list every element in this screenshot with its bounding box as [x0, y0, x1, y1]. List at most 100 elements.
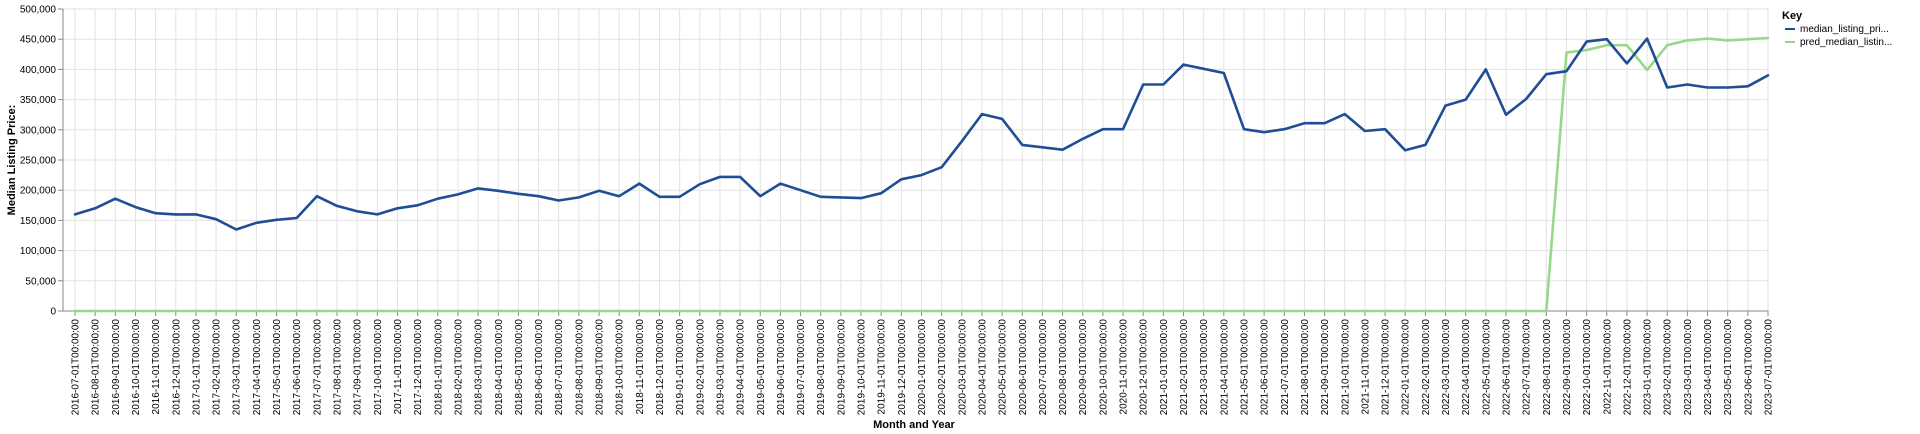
x-tick-label: 2022-01-01T00:00:00: [1401, 319, 1412, 416]
x-tick-label: 2020-02-01T00:00:00: [937, 319, 948, 416]
x-tick-label: 2018-10-01T00:00:00: [615, 319, 626, 416]
x-tick-label: 2023-05-01T00:00:00: [1723, 319, 1734, 416]
x-tick-label: 2020-05-01T00:00:00: [998, 319, 1009, 416]
y-tick-label: 0: [50, 307, 56, 318]
x-tick-label: 2020-07-01T00:00:00: [1038, 319, 1049, 416]
series-line-1: [73, 36, 1770, 313]
series-line-0: [73, 37, 1770, 231]
x-tick-label: 2022-04-01T00:00:00: [1461, 319, 1472, 416]
x-tick-label: 2020-01-01T00:00:00: [917, 319, 928, 416]
x-tick-label: 2019-10-01T00:00:00: [857, 319, 868, 416]
plot-series: [73, 36, 1770, 313]
x-tick-label: 2022-10-01T00:00:00: [1582, 319, 1593, 416]
y-tick-label: 350,000: [20, 95, 57, 106]
x-tick-label: 2019-11-01T00:00:00: [877, 319, 888, 415]
x-tick-label: 2023-02-01T00:00:00: [1663, 319, 1674, 416]
x-tick-label: 2016-07-01T00:00:00: [71, 319, 82, 416]
x-tick-label: 2022-03-01T00:00:00: [1441, 319, 1452, 416]
x-tick-label: 2017-01-01T00:00:00: [191, 319, 202, 416]
y-tick-label: 150,000: [20, 216, 57, 227]
x-tick-label: 2020-09-01T00:00:00: [1078, 319, 1089, 416]
y-tick-label: 100,000: [20, 246, 57, 257]
x-tick-label: 2023-03-01T00:00:00: [1683, 319, 1694, 416]
x-tick-label: 2020-04-01T00:00:00: [977, 319, 988, 416]
legend-title: Key: [1782, 10, 1803, 22]
x-tick-label: 2021-07-01T00:00:00: [1280, 319, 1291, 416]
x-tick-label: 2018-05-01T00:00:00: [514, 319, 525, 416]
x-tick-label: 2017-02-01T00:00:00: [212, 319, 223, 416]
y-axis-title: Median Listing Price:: [6, 105, 18, 216]
x-axis-title: Month and Year: [873, 419, 955, 431]
x-tick-label: 2019-06-01T00:00:00: [776, 319, 787, 416]
x-tick-label: 2016-11-01T00:00:00: [151, 319, 162, 415]
x-tick-label: 2021-05-01T00:00:00: [1239, 319, 1250, 416]
x-tick-label: 2019-09-01T00:00:00: [836, 319, 847, 416]
x-tick-label: 2021-10-01T00:00:00: [1340, 319, 1351, 416]
x-tick-label: 2020-08-01T00:00:00: [1058, 319, 1069, 416]
x-tick-label: 2022-09-01T00:00:00: [1562, 319, 1573, 416]
x-tick-label: 2019-08-01T00:00:00: [816, 319, 827, 416]
x-tick-label: 2020-11-01T00:00:00: [1119, 319, 1130, 415]
grid-lines: [62, 8, 1769, 312]
x-tick-label: 2021-11-01T00:00:00: [1360, 319, 1371, 415]
x-tick-label: 2018-12-01T00:00:00: [655, 319, 666, 416]
x-tick-label: 2017-07-01T00:00:00: [312, 319, 323, 416]
x-tick-label: 2017-10-01T00:00:00: [373, 319, 384, 416]
x-tick-label: 2017-05-01T00:00:00: [272, 319, 283, 416]
x-tick-label: 2020-12-01T00:00:00: [1139, 319, 1150, 416]
x-tick-label: 2017-09-01T00:00:00: [353, 319, 364, 416]
x-tick-label: 2020-06-01T00:00:00: [1018, 319, 1029, 416]
x-tick-label: 2016-09-01T00:00:00: [111, 319, 122, 416]
x-tick-label: 2019-05-01T00:00:00: [756, 319, 767, 416]
x-tick-label: 2020-03-01T00:00:00: [957, 319, 968, 416]
x-tick-label: 2021-04-01T00:00:00: [1219, 319, 1230, 416]
legend-label: median_listing_pri...: [1800, 24, 1889, 35]
x-tick-label: 2022-05-01T00:00:00: [1481, 319, 1492, 416]
x-tick-label: 2017-12-01T00:00:00: [413, 319, 424, 416]
y-tick-label: 400,000: [20, 65, 57, 76]
x-tick-label: 2021-02-01T00:00:00: [1179, 319, 1190, 416]
x-tick-label: 2023-07-01T00:00:00: [1764, 319, 1775, 416]
x-tick-label: 2016-10-01T00:00:00: [131, 319, 142, 416]
y-tick-label: 250,000: [20, 156, 57, 167]
x-tick-label: 2017-11-01T00:00:00: [393, 319, 404, 415]
x-tick-label: 2017-08-01T00:00:00: [333, 319, 344, 416]
x-tick-label: 2022-07-01T00:00:00: [1522, 319, 1533, 416]
x-tick-label: 2021-01-01T00:00:00: [1159, 319, 1170, 416]
x-axis: 2016-07-01T00:00:00 2016-08-01T00:00:00 20…: [71, 311, 1775, 415]
x-tick-label: 2019-03-01T00:00:00: [715, 319, 726, 416]
x-tick-label: 2018-03-01T00:00:00: [474, 319, 485, 416]
x-tick-label: 2018-09-01T00:00:00: [595, 319, 606, 416]
x-tick-label: 2021-08-01T00:00:00: [1300, 319, 1311, 416]
x-tick-label: 2016-12-01T00:00:00: [171, 319, 182, 416]
x-tick-label: 2016-08-01T00:00:00: [91, 319, 102, 416]
x-tick-label: 2019-07-01T00:00:00: [796, 319, 807, 416]
y-tick-label: 450,000: [20, 35, 57, 46]
x-tick-label: 2019-12-01T00:00:00: [897, 319, 908, 416]
x-tick-label: 2018-02-01T00:00:00: [453, 319, 464, 416]
x-tick-label: 2018-06-01T00:00:00: [534, 319, 545, 416]
x-tick-label: 2017-04-01T00:00:00: [252, 319, 263, 416]
legend: Key median_listing_pri... pred_median_lis…: [1782, 10, 1892, 48]
x-tick-label: 2021-12-01T00:00:00: [1381, 319, 1392, 416]
x-tick-label: 2020-10-01T00:00:00: [1098, 319, 1109, 416]
x-tick-label: 2022-12-01T00:00:00: [1622, 319, 1633, 416]
x-tick-label: 2022-08-01T00:00:00: [1542, 319, 1553, 416]
x-tick-label: 2017-03-01T00:00:00: [232, 319, 243, 416]
x-tick-label: 2023-01-01T00:00:00: [1643, 319, 1654, 416]
x-tick-label: 2019-02-01T00:00:00: [695, 319, 706, 416]
legend-label: pred_median_listin...: [1800, 37, 1892, 48]
x-tick-label: 2018-07-01T00:00:00: [554, 319, 565, 416]
x-tick-label: 2018-04-01T00:00:00: [494, 319, 505, 416]
y-tick-label: 500,000: [20, 5, 57, 16]
x-tick-label: 2019-01-01T00:00:00: [675, 319, 686, 416]
x-tick-label: 2023-06-01T00:00:00: [1743, 319, 1754, 416]
y-tick-label: 300,000: [20, 125, 57, 136]
x-tick-label: 2022-11-01T00:00:00: [1602, 319, 1613, 415]
x-tick-label: 2021-03-01T00:00:00: [1199, 319, 1210, 416]
x-tick-label: 2018-08-01T00:00:00: [574, 319, 585, 416]
x-tick-label: 2017-06-01T00:00:00: [292, 319, 303, 416]
x-tick-label: 2022-02-01T00:00:00: [1421, 319, 1432, 416]
x-tick-label: 2019-04-01T00:00:00: [736, 319, 747, 416]
x-tick-label: 2022-06-01T00:00:00: [1501, 319, 1512, 416]
